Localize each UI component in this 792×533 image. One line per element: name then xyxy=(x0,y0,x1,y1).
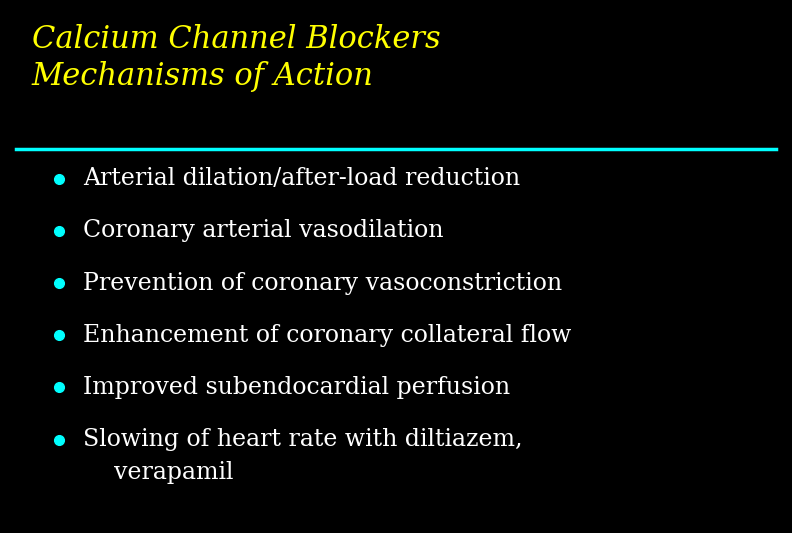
Text: Coronary arterial vasodilation: Coronary arterial vasodilation xyxy=(83,219,444,243)
Text: Enhancement of coronary collateral flow: Enhancement of coronary collateral flow xyxy=(83,324,572,347)
Text: Calcium Channel Blockers
Mechanisms of Action: Calcium Channel Blockers Mechanisms of A… xyxy=(32,24,440,92)
Text: verapamil: verapamil xyxy=(99,461,234,483)
Text: Improved subendocardial perfusion: Improved subendocardial perfusion xyxy=(83,376,510,399)
Text: Prevention of coronary vasoconstriction: Prevention of coronary vasoconstriction xyxy=(83,271,562,295)
Text: Slowing of heart rate with diltiazem,: Slowing of heart rate with diltiazem, xyxy=(83,428,523,451)
Text: Arterial dilation/after-load reduction: Arterial dilation/after-load reduction xyxy=(83,167,520,190)
